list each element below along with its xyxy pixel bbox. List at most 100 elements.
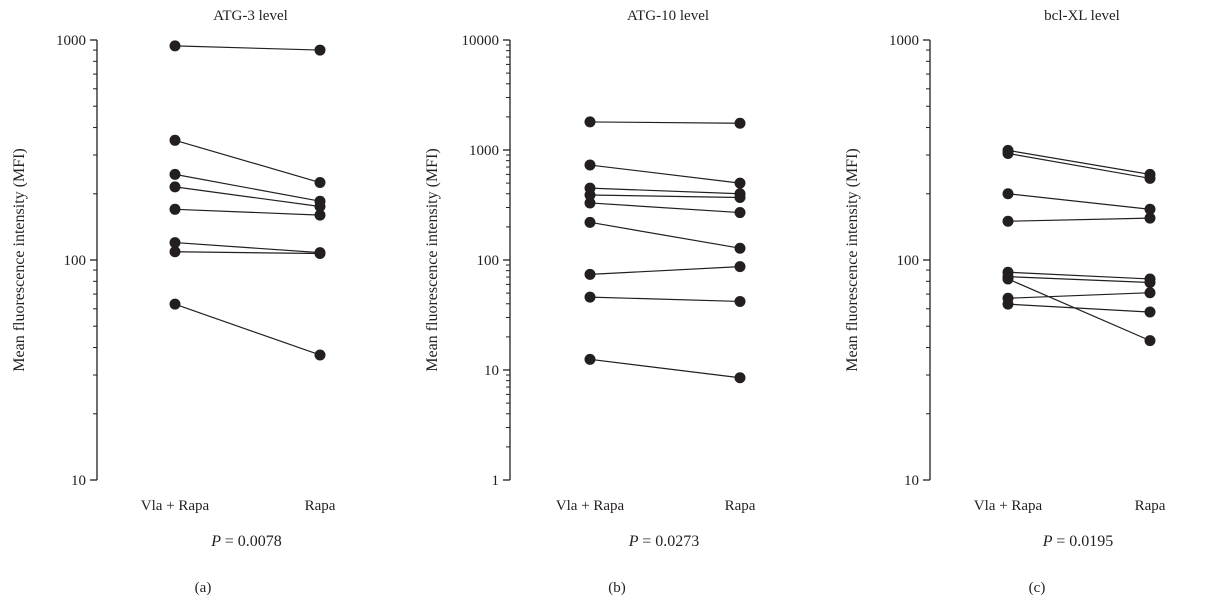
data-point — [734, 177, 746, 189]
y-tick-label: 1 — [492, 473, 500, 489]
y-tick-label: 10000 — [462, 33, 500, 49]
p-value-symbol: P — [210, 533, 224, 550]
data-point — [314, 177, 326, 189]
data-point — [1144, 335, 1156, 347]
series-line — [1007, 149, 1151, 175]
series-line — [589, 296, 741, 303]
series-line — [174, 241, 321, 254]
x-tick-label: Vla + Rapa — [974, 498, 1043, 514]
data-point — [169, 203, 181, 215]
series-line — [174, 139, 321, 184]
data-point — [314, 248, 326, 260]
data-point — [584, 291, 596, 303]
data-point — [1144, 212, 1156, 224]
series-line — [589, 187, 741, 195]
series-line — [589, 266, 741, 275]
data-point — [314, 44, 326, 56]
series-line — [1007, 278, 1151, 342]
y-axis-label: Mean fluorescence intensity (MFI) — [844, 148, 861, 371]
series-line — [1007, 303, 1151, 313]
data-point — [1002, 273, 1014, 285]
data-point — [1002, 215, 1014, 227]
y-tick-label: 1000 — [56, 33, 86, 49]
series-line — [174, 45, 321, 51]
y-axis-label: Mean fluorescence intensity (MFI) — [424, 148, 441, 371]
series-line — [174, 173, 321, 202]
series-line — [589, 194, 741, 199]
data-point — [734, 295, 746, 307]
data-point — [169, 237, 181, 249]
x-tick-label: Rapa — [725, 498, 756, 514]
data-point — [314, 349, 326, 361]
p-value-number: = 0.0195 — [1056, 533, 1113, 550]
panel-tag: (a) — [195, 580, 212, 596]
y-tick-label: 100 — [477, 253, 500, 269]
x-tick-label: Vla + Rapa — [556, 498, 625, 514]
y-tick-label: 10 — [71, 473, 86, 489]
data-point — [1002, 147, 1014, 159]
data-point — [584, 216, 596, 228]
data-point — [169, 168, 181, 180]
series-line — [174, 251, 321, 255]
y-tick-label: 1000 — [889, 33, 919, 49]
p-value-symbol: P — [1042, 533, 1056, 550]
series-line — [174, 303, 321, 356]
series-line — [1007, 217, 1151, 222]
x-tick-label: Rapa — [305, 498, 336, 514]
data-point — [169, 40, 181, 52]
data-point — [1144, 287, 1156, 299]
data-point — [734, 207, 746, 219]
data-point — [169, 298, 181, 310]
data-point — [734, 372, 746, 384]
data-point — [734, 191, 746, 203]
data-point — [584, 189, 596, 201]
y-tick-label: 10 — [904, 473, 919, 489]
chart-panel-2: ATG-10 level 1 10 100 1000 10000 Mean fluoresc… — [424, 8, 756, 596]
series-line — [589, 221, 741, 249]
panel-tag: (b) — [608, 580, 626, 596]
y-tick-label: 10 — [484, 363, 499, 379]
series-line — [1007, 292, 1151, 299]
series-line — [1007, 193, 1151, 210]
chart-panel-1: ATG-3 level 10 100 1000 Mean fluorescence in… — [11, 8, 336, 596]
data-point — [734, 242, 746, 254]
data-point — [169, 246, 181, 258]
data-point — [1002, 298, 1014, 310]
series-line — [589, 358, 741, 379]
chart-panel-3: bcl-XL level 10 100 1000 Mean fluorescence i… — [844, 8, 1166, 596]
y-tick-label: 100 — [897, 253, 920, 269]
data-point — [314, 209, 326, 221]
data-point — [584, 197, 596, 209]
chart-title: ATG-10 level — [627, 8, 709, 24]
p-value-symbol: P — [628, 533, 642, 550]
data-point — [1144, 172, 1156, 184]
series-line — [1007, 276, 1151, 284]
series-line — [1007, 271, 1151, 280]
series-line — [589, 202, 741, 214]
y-tick-label: 1000 — [469, 143, 499, 159]
data-point — [584, 159, 596, 171]
p-value: P = 0.0273 — [628, 533, 700, 550]
data-point — [584, 116, 596, 128]
data-point — [734, 261, 746, 273]
x-tick-label: Vla + Rapa — [141, 498, 210, 514]
series-line — [174, 186, 321, 208]
y-tick-label: 100 — [64, 253, 87, 269]
series-line — [589, 164, 741, 184]
chart-title: ATG-3 level — [213, 8, 288, 24]
p-value-number: = 0.0273 — [642, 533, 699, 550]
data-point — [1002, 188, 1014, 200]
data-point — [169, 134, 181, 146]
data-point — [1144, 306, 1156, 318]
y-axis-label: Mean fluorescence intensity (MFI) — [11, 148, 28, 371]
p-value: P = 0.0078 — [210, 533, 282, 550]
data-point — [734, 117, 746, 129]
data-point — [1144, 277, 1156, 289]
series-line — [174, 208, 321, 216]
panel-tag: (c) — [1029, 580, 1046, 596]
chart-title: bcl-XL level — [1044, 8, 1120, 24]
p-value-number: = 0.0078 — [225, 533, 282, 550]
data-point — [314, 201, 326, 213]
data-point — [169, 181, 181, 193]
